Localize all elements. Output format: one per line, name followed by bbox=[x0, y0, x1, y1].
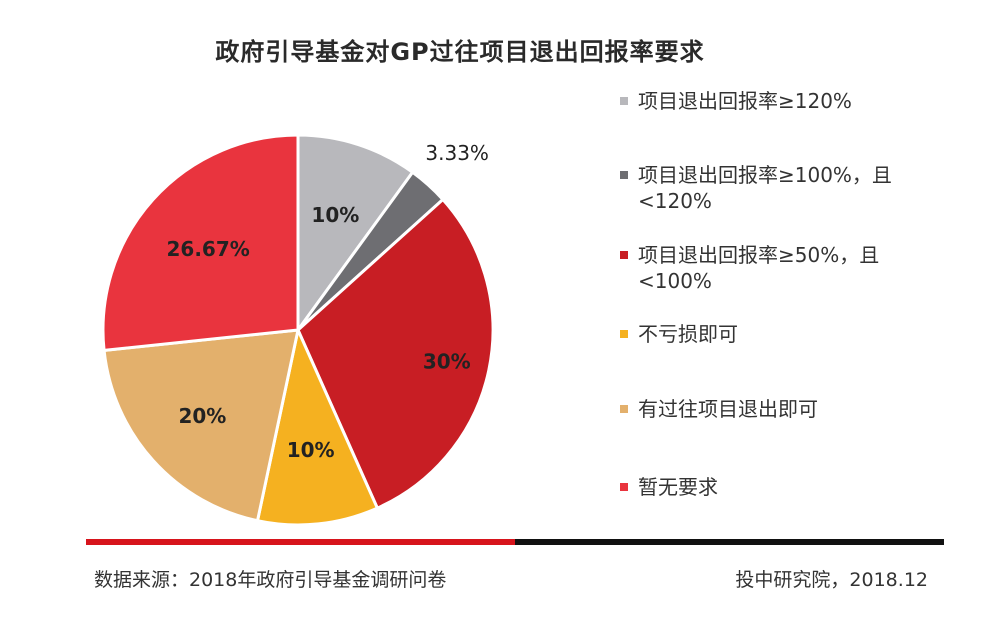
legend-label-1: 项目退出回报率≥100%，且<120% bbox=[638, 163, 892, 213]
pie-slice-4 bbox=[102, 328, 300, 523]
pie-slice-2 bbox=[296, 197, 495, 511]
legend-swatch-5 bbox=[620, 483, 628, 491]
pie-slice-5 bbox=[101, 133, 300, 353]
slice-label-4: 20% bbox=[178, 404, 226, 428]
slice-label-0: 10% bbox=[311, 203, 359, 227]
pie-slice-3 bbox=[255, 325, 380, 527]
legend-swatch-0 bbox=[620, 97, 628, 105]
legend-swatch-1 bbox=[620, 171, 628, 179]
legend-label-0: 项目退出回报率≥120% bbox=[638, 89, 852, 113]
legend-label-4: 有过往项目退出即可 bbox=[638, 397, 818, 421]
legend-swatch-2 bbox=[620, 251, 628, 259]
slice-label-5: 26.67% bbox=[166, 237, 249, 261]
legend-swatch-4 bbox=[620, 405, 628, 413]
slice-label-3: 10% bbox=[287, 438, 335, 462]
legend-label-2: 项目退出回报率≥50%，且<100% bbox=[638, 243, 880, 293]
source-note: 数据来源：2018年政府引导基金调研问卷 bbox=[94, 569, 447, 591]
legend-swatch-3 bbox=[620, 330, 628, 338]
chart-title: 政府引导基金对GP过往项目退出回报率要求 bbox=[215, 38, 705, 66]
legend-label-5: 暂无要求 bbox=[638, 475, 718, 499]
slice-label-2: 30% bbox=[423, 350, 471, 374]
footer-divider bbox=[86, 539, 944, 545]
publisher-note: 投中研究院，2018.12 bbox=[735, 569, 928, 591]
pie-slice-0 bbox=[296, 133, 415, 335]
legend-label-3: 不亏损即可 bbox=[638, 322, 738, 346]
slice-label-1: 3.33% bbox=[425, 141, 489, 165]
